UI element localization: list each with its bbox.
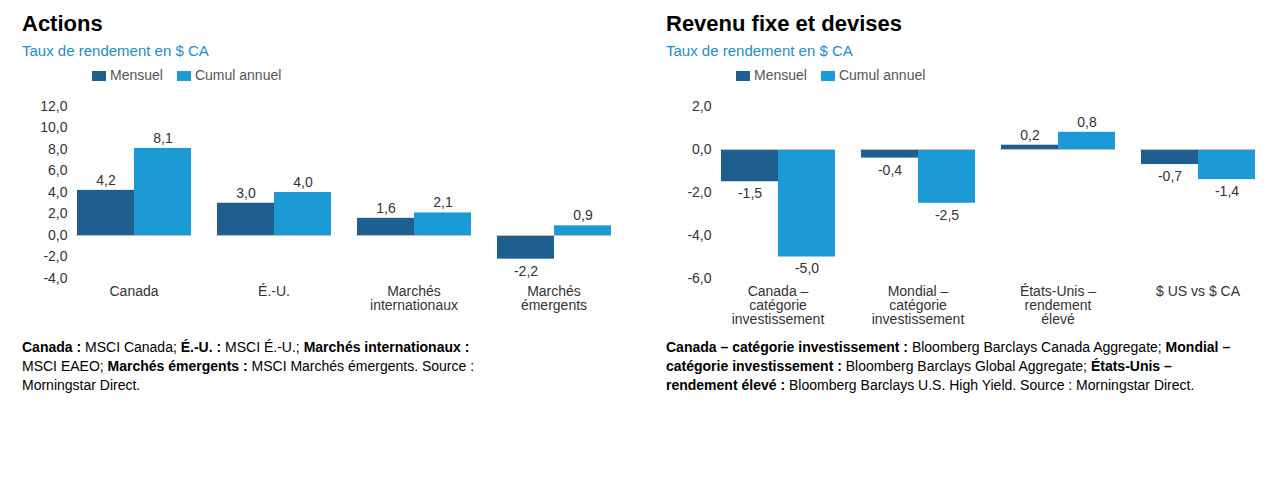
svg-text:0,8: 0,8 (1077, 114, 1097, 130)
svg-text:0,9: 0,9 (573, 207, 593, 223)
html-text:Revenu fixe et devises: Revenu fixe et devises (666, 11, 902, 36)
svg-text:-0,7: -0,7 (1158, 168, 1182, 184)
svg-text:Mondial –catégorieinvestisseme: Mondial –catégorieinvestissement (872, 283, 965, 327)
svg-text:$ US vs $ CA: $ US vs $ CA (1156, 283, 1241, 299)
svg-text:4,0: 4,0 (48, 184, 68, 200)
svg-text:-5,0: -5,0 (795, 260, 819, 276)
svg-text:-1,4: -1,4 (1215, 183, 1239, 199)
html-text:Mensuel: Mensuel (754, 67, 807, 83)
html-text:Canada : MSCI Canada; É.-U. :: Canada : MSCI Canada; É.-U. : MSCI É.-U.… (22, 339, 470, 355)
svg-text:0,2: 0,2 (1020, 127, 1040, 143)
html-text:Canada – catégorie investissem: Canada – catégorie investissement : Bloo… (666, 339, 1231, 393)
svg-text:-2,2: -2,2 (514, 263, 538, 279)
svg-text:-4,0: -4,0 (687, 227, 711, 243)
svg-text:10,0: 10,0 (40, 119, 67, 135)
svg-text:Canada: Canada (109, 283, 158, 299)
svg-text:8,1: 8,1 (153, 130, 173, 146)
svg-text:3,0: 3,0 (236, 185, 256, 201)
svg-text:Marchésémergents: Marchésémergents (521, 283, 587, 313)
svg-text:2,0: 2,0 (692, 98, 712, 114)
svg-text:É.-U.: É.-U. (258, 283, 290, 299)
html-text:Mensuel: Mensuel (110, 67, 163, 83)
svg-text:12,0: 12,0 (40, 98, 67, 114)
svg-text:2,1: 2,1 (433, 194, 453, 210)
svg-text:4,2: 4,2 (96, 172, 116, 188)
html-text:MSCI EAEO; Marchés émergents :: MSCI EAEO; Marchés émergents : MSCI Marc… (22, 358, 475, 393)
html-text:Taux de rendement en $ CA: Taux de rendement en $ CA (22, 42, 209, 59)
svg-text:8,0: 8,0 (48, 141, 68, 157)
svg-text:6,0: 6,0 (48, 162, 68, 178)
svg-text:4,0: 4,0 (293, 174, 313, 190)
svg-text:-0,4: -0,4 (878, 162, 902, 178)
html-text:Cumul annuel: Cumul annuel (194, 67, 282, 83)
svg-text:-4,0: -4,0 (43, 270, 67, 286)
svg-text:-2,0: -2,0 (43, 248, 67, 264)
svg-text:-2,5: -2,5 (935, 207, 959, 223)
svg-text:2,0: 2,0 (48, 205, 68, 221)
html-text:Actions: Actions (22, 11, 103, 36)
svg-text:0,0: 0,0 (692, 141, 712, 157)
html-text:Cumul annuel: Cumul annuel (838, 67, 926, 83)
svg-text:-2,0: -2,0 (687, 184, 711, 200)
svg-text:États-Unis –rendementélevé: États-Unis –rendementélevé (1020, 283, 1096, 327)
svg-text:-6,0: -6,0 (687, 270, 711, 286)
svg-text:Marchésinternationaux: Marchésinternationaux (370, 283, 458, 313)
svg-text:Canada –catégorieinvestissemen: Canada –catégorieinvestissement (732, 283, 825, 327)
svg-text:0,0: 0,0 (48, 227, 68, 243)
svg-text:-1,5: -1,5 (738, 185, 762, 201)
svg-text:1,6: 1,6 (376, 200, 396, 216)
html-text:Taux de rendement en $ CA: Taux de rendement en $ CA (666, 42, 853, 59)
